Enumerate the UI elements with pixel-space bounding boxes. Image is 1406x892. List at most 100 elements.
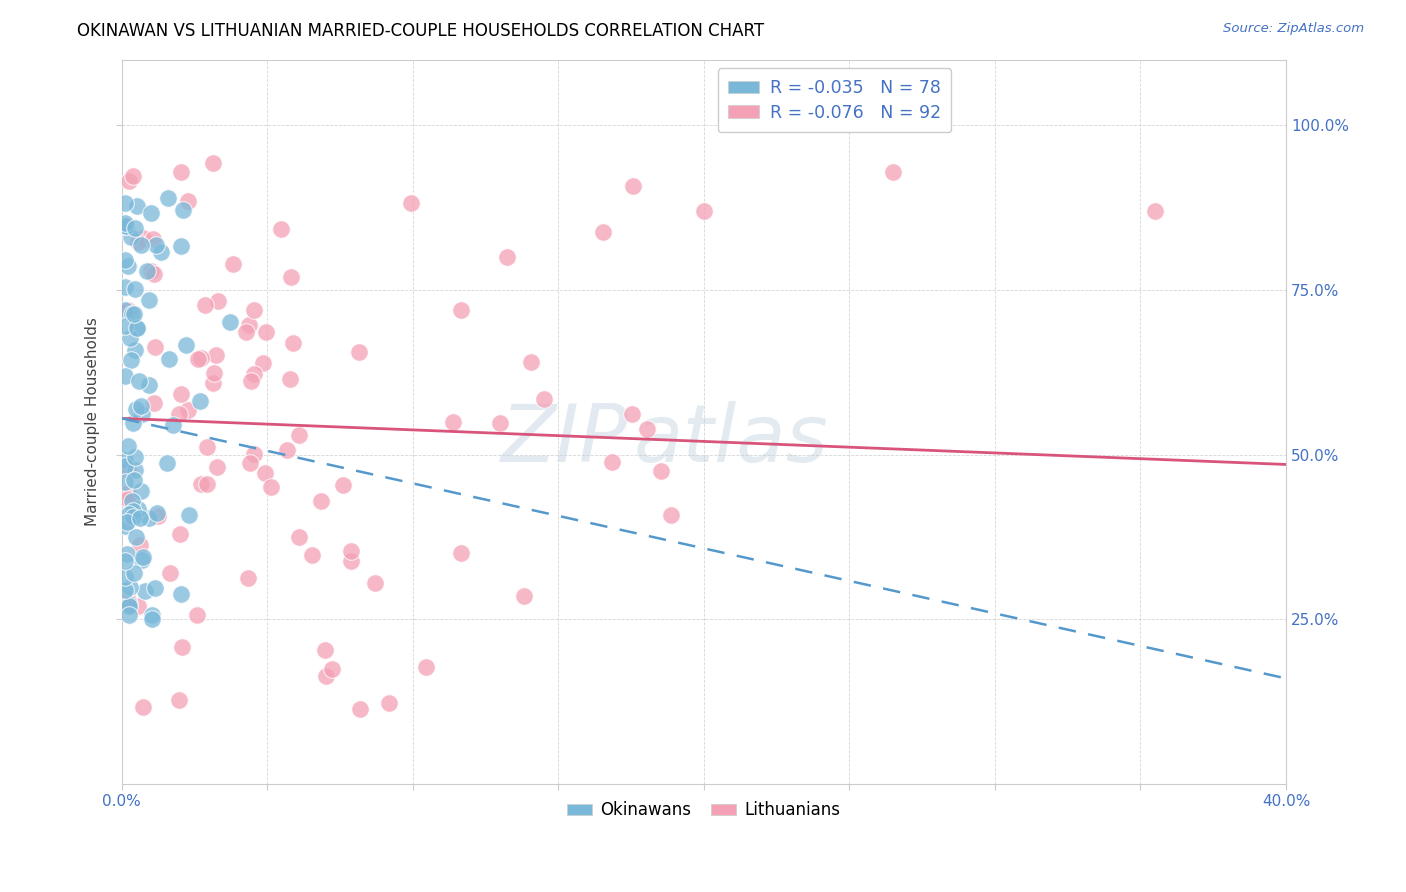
Point: [117, 260, 139, 274]
Point: [238, 456, 260, 470]
Point: [141, 608, 163, 623]
Point: [650, 464, 672, 478]
Point: [243, 303, 266, 318]
Point: [242, 447, 264, 461]
Text: OKINAWAN VS LITHUANIAN MARRIED-COUPLE HOUSEHOLDS CORRELATION CHART: OKINAWAN VS LITHUANIAN MARRIED-COUPLE HO…: [77, 22, 765, 40]
Point: [114, 475, 136, 490]
Point: [169, 526, 191, 541]
Point: [177, 508, 200, 522]
Point: [170, 165, 193, 179]
Point: [122, 566, 145, 581]
Point: [177, 194, 200, 209]
Point: [143, 267, 166, 281]
Point: [121, 493, 143, 508]
Point: [143, 581, 166, 595]
Point: [276, 443, 298, 458]
Point: [125, 321, 148, 335]
Point: [177, 403, 200, 417]
Legend: Okinawans, Lithuanians: Okinawans, Lithuanians: [561, 795, 848, 826]
Point: [141, 612, 163, 626]
Point: [238, 571, 260, 585]
Point: [187, 351, 209, 366]
Point: [117, 463, 139, 477]
Point: [122, 416, 145, 430]
Point: [288, 530, 311, 544]
Point: [135, 264, 157, 278]
Point: [520, 355, 543, 369]
Y-axis label: Married-couple Households: Married-couple Households: [86, 318, 100, 526]
Point: [201, 156, 224, 170]
Point: [124, 343, 146, 357]
Point: [134, 584, 156, 599]
Point: [131, 553, 153, 567]
Point: [114, 519, 136, 533]
Point: [129, 399, 152, 413]
Point: [114, 458, 136, 473]
Point: [190, 351, 212, 365]
Point: [170, 640, 193, 654]
Point: [169, 407, 191, 421]
Point: [693, 204, 716, 219]
Point: [252, 356, 274, 370]
Point: [127, 199, 149, 213]
Point: [141, 206, 163, 220]
Point: [117, 593, 139, 607]
Point: [132, 699, 155, 714]
Point: [281, 335, 304, 350]
Point: [170, 386, 193, 401]
Point: [172, 203, 194, 218]
Point: [138, 510, 160, 524]
Point: [620, 407, 643, 421]
Point: [138, 377, 160, 392]
Point: [600, 454, 623, 468]
Point: [1143, 204, 1166, 219]
Point: [636, 422, 658, 436]
Point: [121, 307, 143, 321]
Point: [659, 508, 682, 522]
Point: [238, 318, 260, 332]
Text: Source: ZipAtlas.com: Source: ZipAtlas.com: [1223, 22, 1364, 36]
Point: [124, 221, 146, 235]
Point: [315, 669, 337, 683]
Point: [207, 293, 229, 308]
Point: [340, 554, 363, 568]
Point: [146, 507, 169, 521]
Point: [309, 494, 332, 508]
Point: [190, 477, 212, 491]
Point: [117, 439, 139, 453]
Point: [621, 178, 644, 193]
Point: [124, 463, 146, 477]
Point: [167, 692, 190, 706]
Point: [121, 169, 143, 184]
Point: [882, 164, 904, 178]
Point: [122, 504, 145, 518]
Text: atlas: atlas: [634, 401, 828, 479]
Point: [157, 351, 180, 366]
Point: [131, 407, 153, 421]
Point: [205, 459, 228, 474]
Point: [114, 219, 136, 234]
Point: [114, 196, 136, 211]
Point: [347, 344, 370, 359]
Point: [201, 376, 224, 390]
Point: [149, 245, 172, 260]
Point: [127, 235, 149, 250]
Text: ZIP: ZIP: [501, 401, 628, 479]
Point: [235, 326, 257, 340]
Point: [117, 302, 139, 317]
Point: [114, 318, 136, 333]
Point: [254, 466, 277, 480]
Point: [114, 219, 136, 233]
Point: [450, 303, 472, 318]
Point: [124, 308, 146, 322]
Point: [332, 477, 354, 491]
Point: [188, 394, 211, 409]
Point: [125, 321, 148, 335]
Point: [195, 441, 218, 455]
Point: [204, 348, 226, 362]
Point: [124, 282, 146, 296]
Point: [124, 531, 146, 545]
Point: [117, 486, 139, 500]
Point: [378, 696, 401, 710]
Point: [114, 303, 136, 318]
